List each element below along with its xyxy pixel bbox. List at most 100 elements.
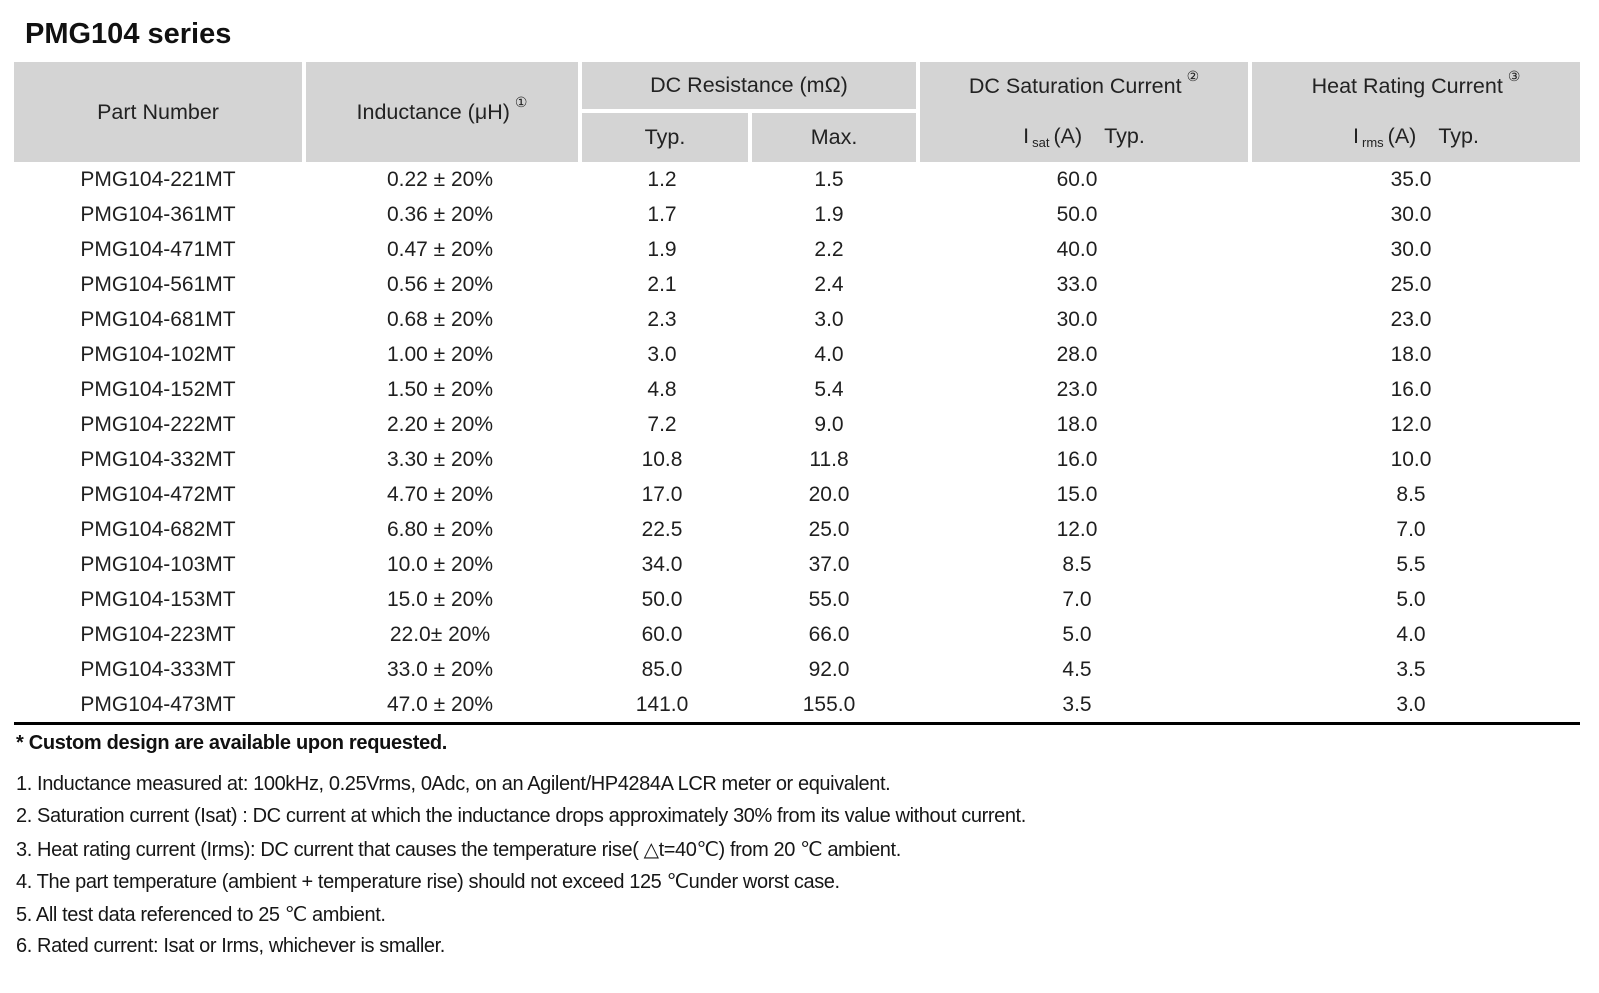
isat-cell: 15.0 xyxy=(1056,482,1098,506)
irms-cell: 8.5 xyxy=(1396,482,1426,506)
part-number-cell: PMG104-153MT xyxy=(80,587,236,611)
note-line: 6. Rated current: Isat or Irms, whicheve… xyxy=(16,935,445,958)
irms-cell: 23.0 xyxy=(1390,307,1432,331)
isat-typ-label: Typ. xyxy=(1104,124,1145,148)
inductance-cell: 22.0± 20% xyxy=(389,622,491,646)
col-header-dcr-max: Max. xyxy=(752,113,916,162)
irms-symbol: I xyxy=(1353,124,1359,148)
dc-saturation-label: DC Saturation Current xyxy=(968,74,1182,98)
dcr-typ-cell: 1.9 xyxy=(647,237,677,261)
dc-saturation-title: DC Saturation Current ② xyxy=(969,62,1199,111)
dcr-max-cell: 66.0 xyxy=(808,622,850,646)
isat-cell: 12.0 xyxy=(1056,517,1098,541)
part-number-cell: PMG104-333MT xyxy=(80,657,236,681)
isat-cell: 5.0 xyxy=(1062,622,1092,646)
dcr-max-cell: 155.0 xyxy=(802,692,856,716)
heat-rating-title: Heat Rating Current ③ xyxy=(1312,62,1521,111)
table-row: PMG104-103MT 10.0 ± 20% 34.0 37.0 8.5 5.5 xyxy=(14,547,1580,582)
table-row: PMG104-473MT 47.0 ± 20% 141.0 155.0 3.5 3.0 xyxy=(14,687,1580,722)
irms-cell: 5.5 xyxy=(1396,552,1426,576)
dcr-max-cell: 2.4 xyxy=(814,272,844,296)
table-header: Part Number Inductance (μH) ① DC Resista… xyxy=(14,62,1580,162)
col-header-dc-saturation: DC Saturation Current ② I sat (A) Typ. xyxy=(920,62,1248,162)
irms-subheader: I rms (A) Typ. xyxy=(1353,111,1479,162)
dcr-typ-cell: 2.1 xyxy=(647,272,677,296)
inductance-cell: 2.20 ± 20% xyxy=(386,412,494,436)
irms-cell: 30.0 xyxy=(1390,202,1432,226)
dcr-typ-cell: 7.2 xyxy=(647,412,677,436)
inductance-cell: 4.70 ± 20% xyxy=(386,482,494,506)
note-line: 3. Heat rating current (Irms): DC curren… xyxy=(16,838,901,861)
dcr-max-cell: 4.0 xyxy=(814,342,844,366)
isat-cell: 3.5 xyxy=(1062,692,1092,716)
isat-cell: 30.0 xyxy=(1056,307,1098,331)
irms-cell: 35.0 xyxy=(1390,167,1432,191)
part-number-cell: PMG104-222MT xyxy=(80,412,236,436)
part-number-cell: PMG104-103MT xyxy=(80,552,236,576)
col-header-dc-resistance: DC Resistance (mΩ) xyxy=(582,62,916,109)
col-header-dcr-typ: Typ. xyxy=(582,113,748,162)
dcr-max-cell: 2.2 xyxy=(814,237,844,261)
inductance-cell: 15.0 ± 20% xyxy=(386,587,494,611)
table-row: PMG104-361MT 0.36 ± 20% 1.7 1.9 50.0 30.0 xyxy=(14,197,1580,232)
table-body: PMG104-221MT 0.22 ± 20% 1.2 1.5 60.0 35.0 PMG1… xyxy=(14,162,1580,725)
inductance-cell: 0.22 ± 20% xyxy=(386,167,494,191)
irms-cell: 4.0 xyxy=(1396,622,1426,646)
dcr-typ-cell: 141.0 xyxy=(635,692,689,716)
note-line: 4. The part temperature (ambient + tempe… xyxy=(16,871,840,894)
inductance-cell: 1.50 ± 20% xyxy=(386,377,494,401)
dcr-max-cell: 3.0 xyxy=(814,307,844,331)
dcr-max-cell: 5.4 xyxy=(814,377,844,401)
dcr-max-cell: 11.8 xyxy=(809,447,849,471)
dcr-max-cell: 25.0 xyxy=(808,517,850,541)
isat-cell: 60.0 xyxy=(1056,167,1098,191)
dcr-max-cell: 37.0 xyxy=(808,552,850,576)
table-row: PMG104-221MT 0.22 ± 20% 1.2 1.5 60.0 35.0 xyxy=(14,162,1580,197)
inductance-cell: 10.0 ± 20% xyxy=(386,552,494,576)
part-number-cell: PMG104-473MT xyxy=(80,692,236,716)
dcr-max-cell: 55.0 xyxy=(808,587,850,611)
irms-cell: 5.0 xyxy=(1396,587,1426,611)
table-row: PMG104-472MT 4.70 ± 20% 17.0 20.0 15.0 8.5 xyxy=(14,477,1580,512)
table-row: PMG104-153MT 15.0 ± 20% 50.0 55.0 7.0 5.0 xyxy=(14,582,1580,617)
table-row: PMG104-222MT 2.20 ± 20% 7.2 9.0 18.0 12.0 xyxy=(14,407,1580,442)
dcr-typ-cell: 85.0 xyxy=(641,657,683,681)
col-header-inductance: Inductance (μH) ① xyxy=(306,62,578,162)
inductance-cell: 6.80 ± 20% xyxy=(386,517,494,541)
irms-cell: 7.0 xyxy=(1396,517,1426,541)
note-line: 5. All test data referenced to 25 ℃ ambi… xyxy=(16,903,386,926)
footnote-ref-1: ① xyxy=(514,93,528,110)
inductance-cell: 0.36 ± 20% xyxy=(386,202,494,226)
irms-cell: 25.0 xyxy=(1390,272,1432,296)
note-line: 2. Saturation current (Isat) : DC curren… xyxy=(16,805,1026,828)
part-number-cell: PMG104-682MT xyxy=(80,517,236,541)
dcr-typ-cell: 34.0 xyxy=(641,552,683,576)
inductance-cell: 0.47 ± 20% xyxy=(386,237,494,261)
inductance-cell: 0.68 ± 20% xyxy=(386,307,494,331)
isat-cell: 28.0 xyxy=(1056,342,1098,366)
heat-rating-label: Heat Rating Current xyxy=(1311,74,1503,98)
part-number-cell: PMG104-472MT xyxy=(80,482,236,506)
dcr-typ-cell: 60.0 xyxy=(641,622,683,646)
spec-table: Part Number Inductance (μH) ① DC Resista… xyxy=(14,62,1580,725)
isat-symbol: I xyxy=(1023,124,1030,148)
custom-design-note: * Custom design are available upon reque… xyxy=(16,732,448,754)
part-number-cell: PMG104-152MT xyxy=(80,377,236,401)
irms-unit: (A) xyxy=(1387,124,1417,148)
isat-cell: 7.0 xyxy=(1062,587,1092,611)
isat-cell: 18.0 xyxy=(1056,412,1098,436)
irms-cell: 12.0 xyxy=(1390,412,1432,436)
table-row: PMG104-152MT 1.50 ± 20% 4.8 5.4 23.0 16.0 xyxy=(14,372,1580,407)
irms-typ-label: Typ. xyxy=(1438,124,1479,148)
dcr-max-cell: 1.9 xyxy=(814,202,844,226)
irms-cell: 30.0 xyxy=(1390,237,1432,261)
isat-unit: (A) xyxy=(1053,124,1083,148)
dcr-typ-cell: 2.3 xyxy=(647,307,677,331)
part-number-cell: PMG104-361MT xyxy=(80,202,236,226)
col-header-part-number: Part Number xyxy=(14,62,302,162)
part-number-cell: PMG104-223MT xyxy=(80,622,236,646)
irms-cell: 3.0 xyxy=(1396,692,1426,716)
table-row: PMG104-332MT 3.30 ± 20% 10.8 11.8 16.0 10.0 xyxy=(14,442,1580,477)
isat-subheader: I sat (A) Typ. xyxy=(1023,111,1145,162)
dcr-typ-cell: 22.5 xyxy=(641,517,683,541)
